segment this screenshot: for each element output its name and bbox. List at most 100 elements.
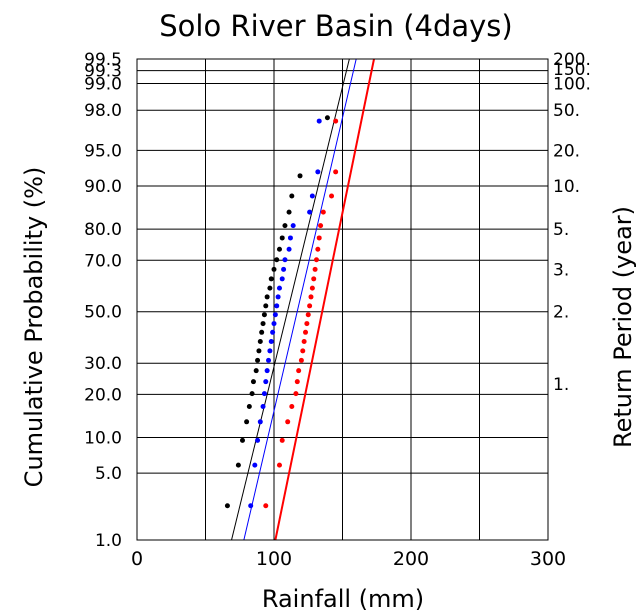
data-point (267, 285, 273, 291)
data-point (259, 329, 265, 335)
y2-tick-label: 1. (553, 375, 569, 395)
data-point (329, 193, 335, 199)
data-point (261, 312, 267, 318)
data-point (301, 338, 307, 344)
data-point (248, 503, 254, 509)
data-point (305, 312, 311, 318)
data-point (315, 169, 321, 175)
fit-line (274, 58, 375, 541)
y-tick-label: 99.3 (84, 62, 122, 82)
x-tick-label: 200 (393, 548, 429, 570)
y2-tick-label: 200. (553, 50, 591, 70)
data-point (274, 303, 280, 309)
y2-tick-label: 3. (553, 260, 569, 280)
data-point (264, 368, 270, 374)
data-point (285, 419, 291, 425)
data-point (250, 379, 256, 385)
data-point (260, 321, 266, 327)
x-axis-label: Rainfall (mm) (262, 585, 424, 610)
data-point (255, 357, 261, 363)
data-point (312, 266, 318, 272)
data-point (279, 437, 285, 443)
y-tick-label: 50.0 (84, 303, 122, 323)
data-point (276, 246, 282, 252)
data-point (263, 379, 269, 385)
data-point (313, 257, 319, 263)
x-tick-label: 0 (131, 548, 143, 570)
data-point (290, 223, 296, 229)
data-point (264, 294, 270, 300)
data-point (255, 437, 261, 443)
data-point (263, 303, 269, 309)
x-tick-label: 300 (530, 548, 566, 570)
y2-tick-label: 5. (553, 220, 569, 240)
data-point (333, 169, 339, 175)
y-tick-label: 98.0 (84, 101, 122, 121)
y2-tick-label: 100. (553, 74, 591, 94)
data-point (311, 276, 317, 282)
series-1 (243, 58, 357, 541)
data-point (257, 338, 263, 344)
data-point (296, 368, 302, 374)
plot-frame (136, 58, 549, 541)
data-point (249, 391, 255, 397)
data-point (267, 348, 273, 354)
data-point (298, 357, 304, 363)
y-tick-label: 30.0 (84, 354, 122, 374)
data-point (289, 193, 295, 199)
data-point (303, 329, 309, 335)
data-point (253, 368, 259, 374)
data-point (300, 348, 306, 354)
data-point (304, 321, 310, 327)
data-point (266, 357, 272, 363)
grid (136, 58, 549, 541)
y2-tick-label: 10. (553, 177, 580, 197)
data-point (316, 118, 322, 124)
data-point (320, 209, 326, 215)
data-point (256, 348, 262, 354)
series-2 (263, 58, 375, 541)
y2-tick-label: 2. (553, 303, 569, 323)
y-tick-label: 80.0 (84, 220, 122, 240)
y2-tick-label: 20. (553, 141, 580, 161)
data-point (257, 419, 263, 425)
y-tick-label: 70.0 (84, 251, 122, 271)
data-point (271, 266, 277, 272)
data-point (307, 303, 313, 309)
y-tick-label: 20.0 (84, 385, 122, 405)
data-point (279, 235, 285, 241)
y-tick-label: 99.0 (84, 74, 122, 94)
data-point (239, 437, 245, 443)
data-point (307, 209, 313, 215)
data-point (286, 209, 292, 215)
data-point (263, 503, 269, 509)
data-point (316, 235, 322, 241)
y-tick-label: 5.0 (95, 464, 122, 484)
data-point (308, 294, 314, 300)
y-tick-label: 90.0 (84, 177, 122, 197)
data-point (224, 503, 230, 509)
y2-axis-label: Return Period (year) (609, 206, 637, 448)
data-point (309, 193, 315, 199)
data-point (252, 462, 258, 468)
y-tick-label: 10.0 (84, 428, 122, 448)
data-point (315, 246, 321, 252)
fit-line (243, 58, 357, 541)
data-point (268, 338, 274, 344)
data-point (294, 379, 300, 385)
data-point (282, 257, 288, 263)
data-point (276, 462, 282, 468)
y-tick-label: 1.0 (95, 531, 122, 551)
y2-tick-label: 50. (553, 101, 580, 121)
data-point (276, 285, 282, 291)
data-point (268, 276, 274, 282)
data-point (282, 223, 288, 229)
series-0 (224, 58, 350, 541)
data-point (309, 285, 315, 291)
chart-title: Solo River Basin (4days) (159, 9, 512, 43)
data-point (293, 391, 299, 397)
y2-tick-label: 150. (553, 60, 591, 80)
axis-ticks: 0 100 200 300 99.599.399.0 98.0 95.0 90.0 80.0 70… (84, 50, 591, 570)
